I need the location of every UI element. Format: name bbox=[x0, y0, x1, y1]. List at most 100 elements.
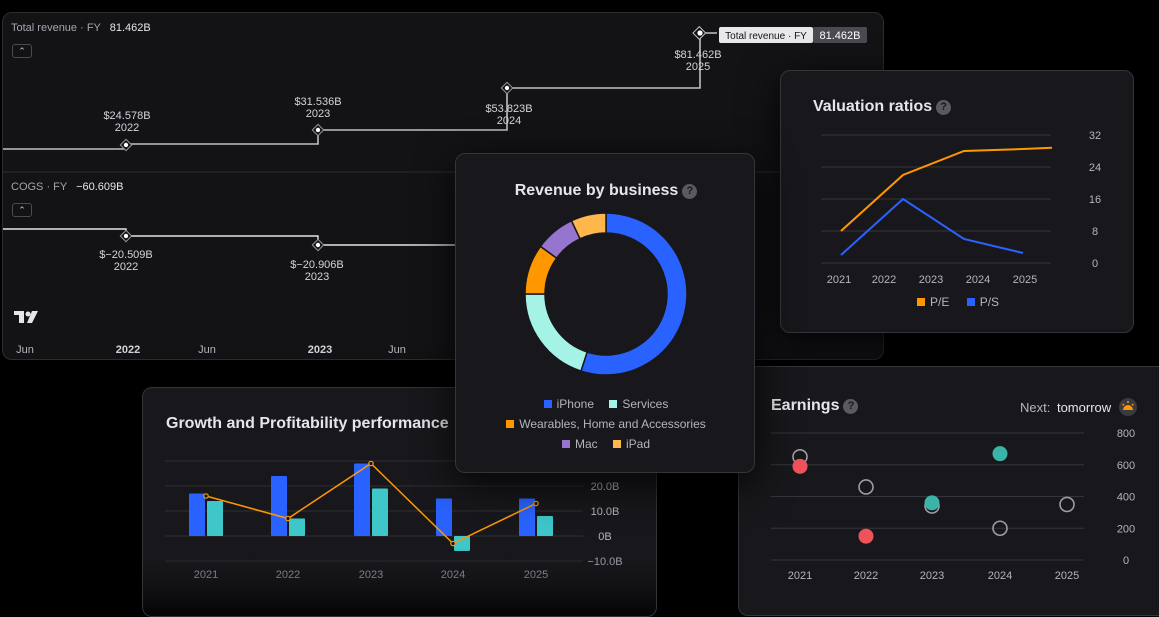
revenue-tooltip: Total revenue · FY 81.462B bbox=[719, 27, 867, 43]
cogs-step-line bbox=[3, 228, 463, 246]
revenue-value: 81.462B bbox=[109, 22, 151, 34]
cogs-point-value: $−20.906B bbox=[290, 259, 344, 271]
y-tick-label: 800 bbox=[1117, 428, 1135, 440]
y-tick-label: 400 bbox=[1117, 492, 1135, 504]
valuation-title: Valuation ratios bbox=[813, 98, 933, 115]
question-mark-icon[interactable]: ? bbox=[843, 399, 859, 414]
cogs-point-year: 2023 bbox=[305, 271, 329, 283]
y-tick-label: 20.0B bbox=[591, 481, 620, 493]
legend-item-pe[interactable]: P/E bbox=[917, 295, 949, 309]
x-tick-label: 2023 bbox=[920, 570, 944, 582]
donut-title-wrap: Revenue by business? bbox=[456, 182, 754, 200]
valuation-card: Valuation ratios? 32 24 16 8 0 2021 2022 2023 20… bbox=[780, 70, 1134, 333]
x-tick-label: 2025 bbox=[1013, 274, 1037, 286]
tooltip-value: 81.462B bbox=[820, 30, 861, 42]
cogs-point[interactable]: $−20.906B 2023 bbox=[290, 238, 344, 283]
donut-title: Revenue by business bbox=[514, 182, 679, 199]
legend-label: Wearables, Home and Accessories bbox=[519, 417, 706, 431]
x-tick-label: 2022 bbox=[854, 570, 878, 582]
bar[interactable] bbox=[289, 518, 305, 537]
estimate-point[interactable] bbox=[1059, 496, 1075, 513]
sunrise-icon bbox=[1118, 398, 1137, 416]
actual-point[interactable] bbox=[792, 458, 808, 474]
actual-point[interactable] bbox=[992, 446, 1008, 462]
profit-point[interactable] bbox=[533, 500, 539, 507]
cogs-point[interactable]: $−20.509B 2022 bbox=[99, 229, 153, 273]
bar[interactable] bbox=[436, 498, 452, 537]
estimate-point[interactable] bbox=[992, 520, 1008, 537]
legend-item-ipad[interactable]: iPad bbox=[612, 437, 651, 451]
profit-point[interactable] bbox=[368, 460, 374, 467]
revenue-point-value: $81.462B bbox=[674, 49, 721, 61]
legend-label: Services bbox=[622, 397, 669, 411]
tradingview-logo-icon bbox=[14, 311, 38, 323]
series-line[interactable] bbox=[840, 197, 1024, 256]
bar[interactable] bbox=[271, 476, 287, 536]
legend-item-wearables[interactable]: Wearables, Home and Accessories bbox=[506, 417, 706, 431]
legend-label: iPad bbox=[625, 437, 651, 451]
bar[interactable] bbox=[189, 493, 205, 537]
donut-slice[interactable] bbox=[524, 293, 589, 372]
legend-label: P/S bbox=[979, 295, 1000, 309]
next-earnings: Next: tomorrow bbox=[1020, 398, 1137, 416]
profit-point[interactable] bbox=[203, 493, 209, 499]
legend-item-services[interactable]: Services bbox=[609, 397, 668, 411]
legend-swatch bbox=[561, 440, 570, 448]
profit-line[interactable] bbox=[205, 462, 537, 545]
cogs-point-year: 2022 bbox=[114, 261, 138, 273]
question-mark-icon[interactable]: ? bbox=[936, 100, 952, 115]
revenue-point-year: 2024 bbox=[497, 115, 521, 127]
y-tick-label: 0 bbox=[1092, 258, 1098, 270]
x-tick-label: 2025 bbox=[1055, 570, 1079, 582]
x-tick-label: 2021 bbox=[788, 570, 812, 582]
earnings-title-wrap: Earnings? bbox=[771, 397, 859, 415]
revenue-point-value: $24.578B bbox=[103, 110, 150, 122]
earnings-chart: 800 600 400 200 0 2021 2022 2023 2024 2025 bbox=[771, 428, 1135, 582]
x-tick-label: 2024 bbox=[988, 570, 1012, 582]
donut-slice[interactable] bbox=[580, 212, 688, 376]
revenue-point[interactable]: $24.578B 2022 bbox=[103, 110, 151, 152]
cogs-value: −60.609B bbox=[76, 181, 124, 193]
actual-point[interactable] bbox=[858, 528, 874, 544]
question-mark-icon[interactable]: ? bbox=[682, 184, 698, 199]
revenue-point[interactable]: $81.462B 2025 bbox=[674, 25, 722, 73]
chevron-up-icon[interactable]: ⌃ bbox=[12, 203, 32, 217]
bar[interactable] bbox=[454, 536, 470, 551]
legend-swatch bbox=[609, 400, 618, 408]
y-tick-label: 0B bbox=[598, 531, 611, 543]
bar[interactable] bbox=[372, 488, 388, 537]
bar[interactable] bbox=[519, 498, 535, 537]
profit-point[interactable] bbox=[285, 515, 291, 522]
x-tick-label: 2023 bbox=[919, 274, 943, 286]
revenue-point[interactable]: $31.536B 2023 bbox=[294, 96, 342, 137]
revenue-header: Total revenue · FY 81.462B bbox=[11, 22, 151, 34]
revenue-point[interactable]: $53.823B 2024 bbox=[485, 81, 533, 127]
fade-overlay bbox=[143, 548, 656, 616]
y-tick-label: 600 bbox=[1117, 460, 1135, 472]
legend-item-iphone[interactable]: iPhone bbox=[543, 397, 594, 411]
earnings-card: Earnings? Next: tomorrow 800 600 400 200 0 20… bbox=[738, 366, 1159, 616]
revenue-donut-chart bbox=[524, 212, 688, 376]
legend-item-ps[interactable]: P/S bbox=[966, 295, 1000, 309]
next-value: tomorrow bbox=[1056, 400, 1112, 415]
time-axis-label: 2023 bbox=[308, 344, 332, 356]
legend-item-mac[interactable]: Mac bbox=[561, 437, 598, 451]
profit-point[interactable] bbox=[450, 540, 456, 547]
estimate-point[interactable] bbox=[858, 479, 874, 495]
donut-slice[interactable] bbox=[570, 212, 607, 240]
revenue-step-line bbox=[3, 32, 717, 150]
bar[interactable] bbox=[537, 516, 553, 536]
x-tick-label: 2021 bbox=[827, 274, 851, 286]
time-axis-label: 2022 bbox=[116, 344, 140, 356]
donut-legend: iPhone Services Wearables, Home and Acce… bbox=[456, 394, 754, 454]
bar[interactable] bbox=[354, 463, 370, 537]
legend-swatch bbox=[966, 298, 975, 306]
time-axis-label: Jun bbox=[16, 344, 34, 356]
actual-point[interactable] bbox=[924, 495, 940, 511]
y-tick-label: 0 bbox=[1123, 555, 1129, 567]
legend-swatch bbox=[917, 298, 925, 306]
chevron-up-icon[interactable]: ⌃ bbox=[12, 44, 32, 58]
bar[interactable] bbox=[207, 501, 223, 536]
series-line[interactable] bbox=[840, 146, 1053, 232]
legend-label: P/E bbox=[930, 295, 950, 309]
